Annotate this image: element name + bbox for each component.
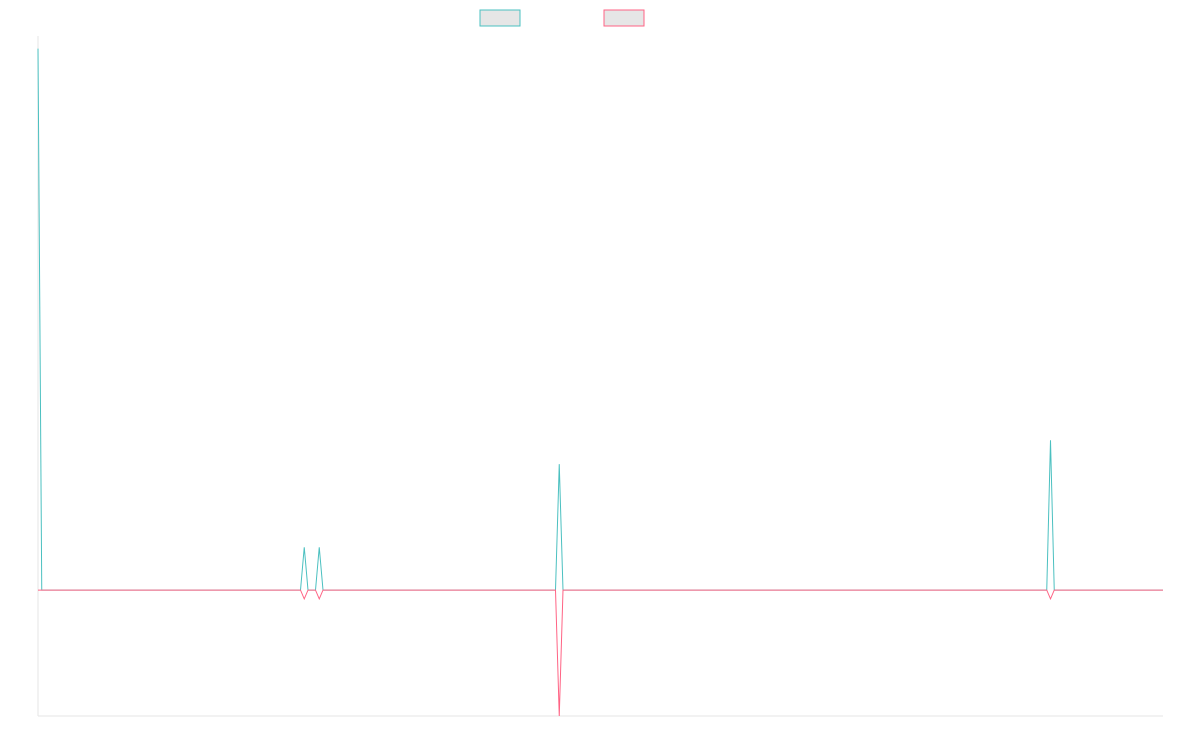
legend-swatch-1 [479, 9, 521, 27]
series-2-line [38, 589, 1163, 717]
series-lines [37, 48, 1163, 717]
legend[interactable] [479, 9, 645, 27]
legend-item-1[interactable] [479, 9, 521, 27]
series-1-line [37, 48, 1163, 591]
axes [37, 36, 1163, 717]
legend-item-2[interactable] [603, 9, 645, 27]
legend-swatch-2 [603, 9, 645, 27]
